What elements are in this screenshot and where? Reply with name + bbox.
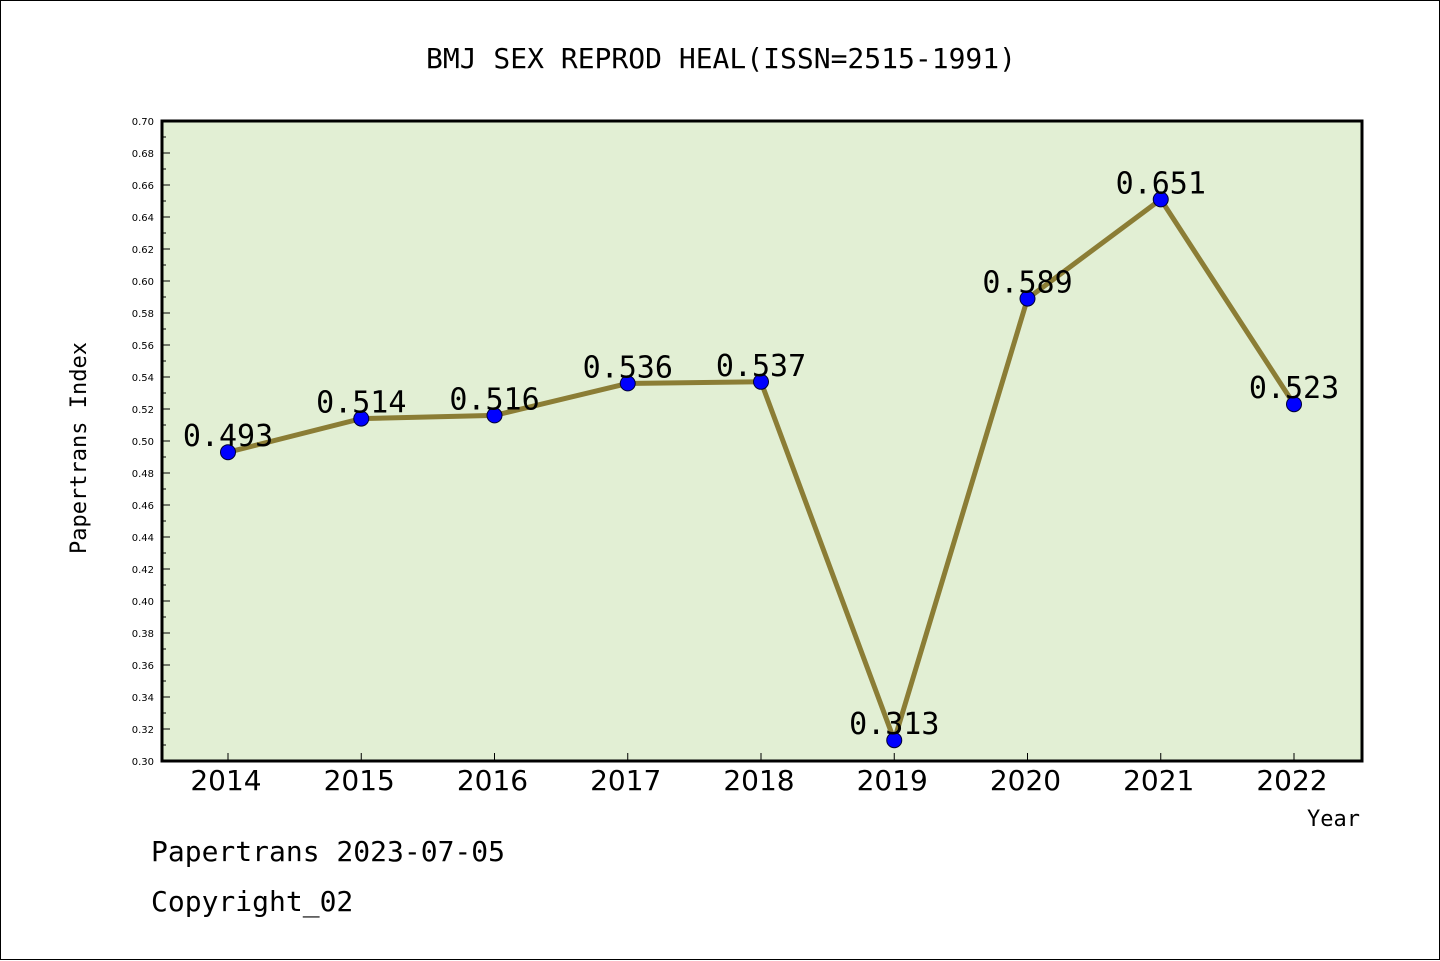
x-tick-label: 2018 bbox=[723, 764, 794, 797]
data-label: 0.651 bbox=[1116, 166, 1206, 201]
y-tick-label: 0.66 bbox=[132, 181, 154, 192]
x-tick-label: 2020 bbox=[990, 764, 1061, 797]
x-tick-label: 2021 bbox=[1123, 764, 1194, 797]
y-axis: 0.30 0.32 0.34 0.36 0.38 0.40 0.42 0.44 0.46 0.48… bbox=[132, 117, 170, 768]
y-tick-label: 0.42 bbox=[132, 565, 154, 576]
data-label: 0.523 bbox=[1249, 371, 1339, 406]
x-tick-label: 2014 bbox=[190, 764, 261, 797]
data-label: 0.514 bbox=[316, 386, 406, 421]
y-tick-label: 0.54 bbox=[132, 373, 154, 384]
data-markers bbox=[220, 191, 1302, 749]
data-point bbox=[486, 407, 503, 424]
y-tick-label: 0.56 bbox=[132, 341, 154, 352]
x-tick-label: 2016 bbox=[457, 764, 528, 797]
y-tick-label: 0.32 bbox=[132, 725, 154, 736]
data-label: 0.537 bbox=[716, 349, 806, 384]
x-tick-label: 2019 bbox=[857, 764, 928, 797]
y-tick-label: 0.52 bbox=[132, 405, 154, 416]
plot-area bbox=[160, 119, 1364, 763]
chart-title: BMJ SEX REPROD HEAL(ISSN=2515-1991) bbox=[426, 42, 1016, 75]
data-point bbox=[353, 410, 370, 427]
data-point bbox=[1152, 191, 1169, 208]
x-axis-label: Year bbox=[1307, 807, 1360, 832]
y-tick-label: 0.48 bbox=[132, 469, 154, 480]
data-point bbox=[1019, 290, 1036, 307]
y-tick-label: 0.68 bbox=[132, 149, 154, 160]
y-tick-label: 0.64 bbox=[132, 213, 154, 224]
data-label: 0.589 bbox=[982, 266, 1072, 301]
y-tick-label: 0.46 bbox=[132, 501, 154, 512]
data-point bbox=[619, 375, 636, 392]
data-label: 0.516 bbox=[449, 382, 539, 417]
y-tick-label: 0.70 bbox=[132, 117, 154, 128]
y-tick-label: 0.62 bbox=[132, 245, 154, 256]
y-tick-label: 0.58 bbox=[132, 309, 154, 320]
x-axis: 2014 2015 2016 2017 2018 2019 2020 2021 2022 bbox=[190, 753, 1328, 797]
y-tick-label: 0.38 bbox=[132, 629, 154, 640]
y-tick-label: 0.30 bbox=[132, 757, 154, 768]
data-point bbox=[753, 373, 769, 390]
data-point bbox=[1286, 396, 1302, 413]
y-axis-label: Papertrans Index bbox=[67, 342, 92, 554]
y-tick-label: 0.44 bbox=[132, 533, 154, 544]
data-label: 0.536 bbox=[583, 350, 673, 385]
y-tick-label: 0.34 bbox=[132, 693, 154, 704]
y-tick-label: 0.40 bbox=[132, 597, 154, 608]
y-tick-label: 0.50 bbox=[132, 437, 154, 448]
footer-copyright: Copyright_02 bbox=[151, 885, 354, 918]
footer-date: Papertrans 2023-07-05 bbox=[151, 835, 506, 868]
data-labels: 0.493 0.514 0.516 0.536 0.537 0.313 0.589 0.651… bbox=[183, 166, 1339, 742]
data-label: 0.493 bbox=[183, 419, 273, 454]
data-point bbox=[220, 444, 236, 461]
x-tick-label: 2017 bbox=[590, 764, 661, 797]
y-tick-label: 0.60 bbox=[132, 277, 154, 288]
data-point bbox=[886, 732, 903, 749]
data-label: 0.313 bbox=[849, 707, 939, 742]
y-tick-label: 0.36 bbox=[132, 661, 154, 672]
x-tick-label: 2022 bbox=[1256, 764, 1327, 797]
x-tick-label: 2015 bbox=[324, 764, 395, 797]
